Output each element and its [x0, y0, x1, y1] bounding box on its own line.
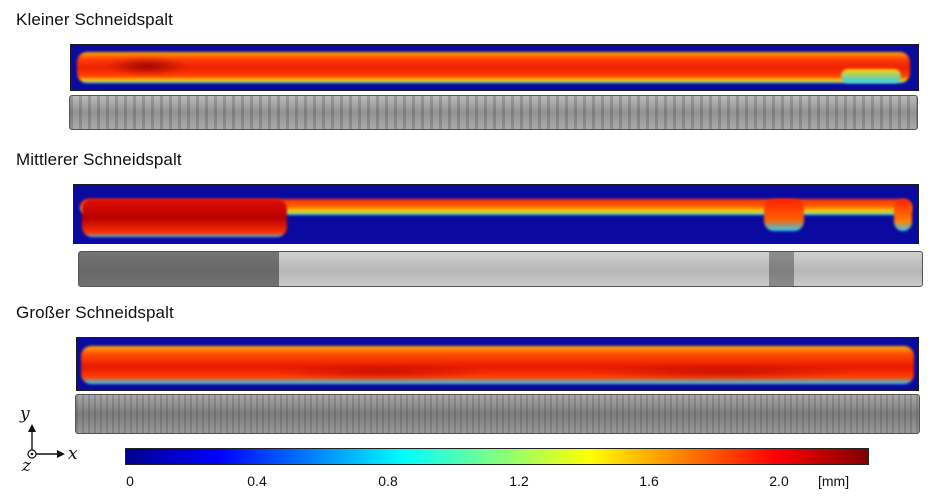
y-axis-label: y — [20, 404, 30, 424]
axes-arrows-icon — [27, 424, 65, 459]
heatmap-thick-left — [82, 199, 287, 237]
heatmap-edge-right — [894, 199, 912, 231]
heatmap-band — [81, 346, 914, 384]
heatmap-panel-mittlerer — [73, 184, 919, 244]
surface-photo-grosser — [75, 394, 920, 434]
colorbar-tick: 0.4 — [247, 473, 267, 489]
section-title-grosser: Großer Schneidspalt — [16, 303, 174, 322]
heatmap-edge-right — [841, 69, 901, 83]
section-title-mittlerer: Mittlerer Schneidspalt — [16, 150, 182, 169]
colorbar-tick: 0 — [126, 473, 134, 489]
colorbar-tick: 1.6 — [639, 473, 659, 489]
colorbar-unit: [mm] — [818, 473, 850, 489]
surface-photo-mittlerer — [78, 251, 923, 287]
colorbar-tick: 2.0 — [769, 473, 789, 489]
colorbar-tick: 0.8 — [378, 473, 398, 489]
z-axis-label: z — [22, 456, 31, 476]
x-axis-label: x — [68, 444, 78, 464]
heatmap-panel-grosser — [76, 337, 919, 391]
colorbar-tick: 1.2 — [509, 473, 529, 489]
section-title-kleiner: Kleiner Schneidspalt — [16, 10, 173, 29]
coordinate-axes: y z x — [16, 404, 86, 476]
heatmap-band — [77, 52, 910, 83]
surface-photo-kleiner — [69, 95, 918, 130]
heatmap-bump-right — [764, 199, 804, 231]
colorbar — [125, 448, 869, 465]
heatmap-panel-kleiner — [70, 44, 919, 91]
heatmap-band — [80, 199, 912, 215]
